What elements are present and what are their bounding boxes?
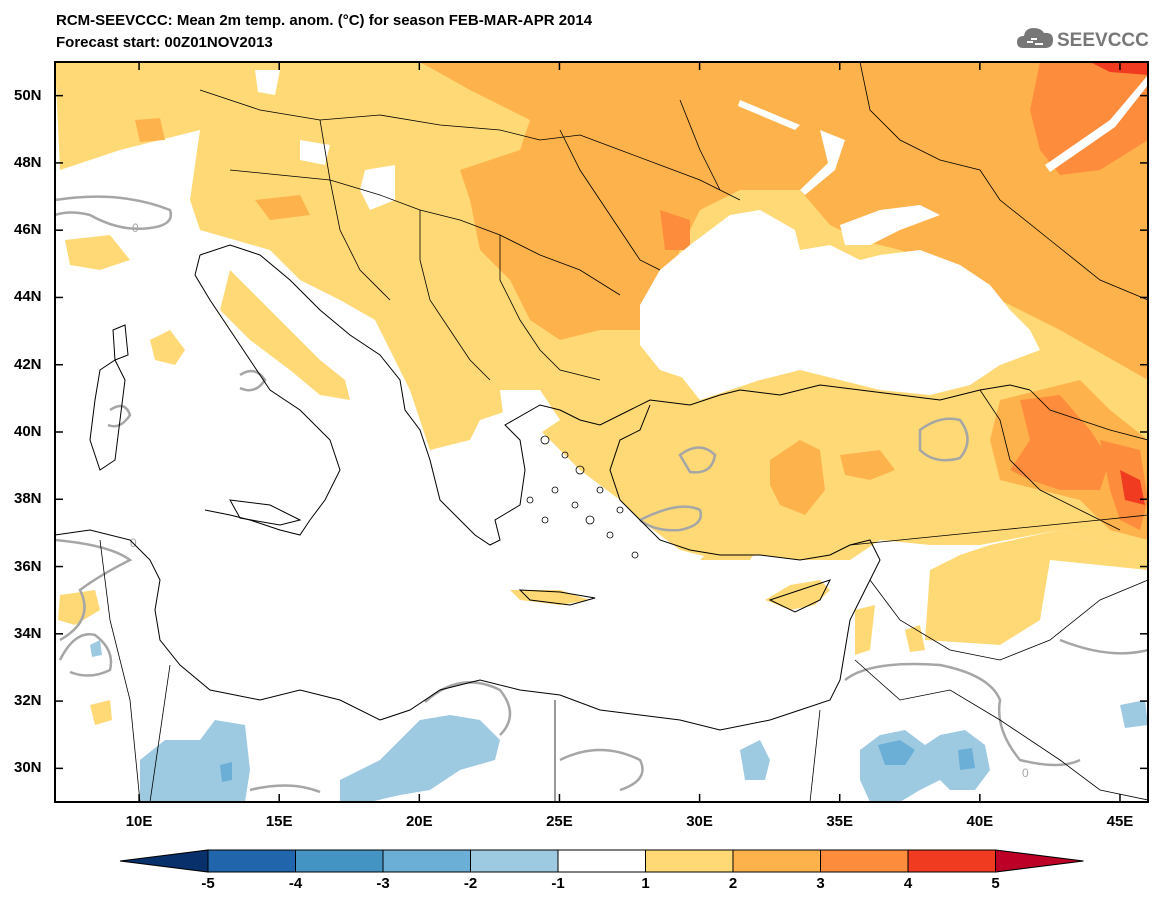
colorbar-box — [820, 849, 909, 873]
lat-label: 30N — [14, 759, 42, 777]
colorbar-box — [295, 849, 384, 873]
lat-label: 38N — [14, 490, 42, 508]
map-title: RCM-SEEVCCC: Mean 2m temp. anom. (°C) fo… — [56, 12, 593, 29]
anomaly-4-5-region-east — [1120, 470, 1145, 505]
colorbar-box — [557, 849, 646, 873]
forecast-start-label: Forecast start: 00Z01NOV2013 — [56, 34, 273, 51]
cloud-icon: SEEVCCC — [1017, 28, 1149, 51]
contour-label: 0 — [1022, 766, 1029, 780]
lon-label: 30E — [686, 813, 713, 830]
lat-label: 48N — [14, 153, 42, 171]
lon-label: 40E — [966, 813, 994, 830]
colorbar-tick-label: -5 — [201, 875, 215, 892]
lat-label: 42N — [14, 355, 42, 373]
logo-text: SEEVCCC — [1057, 30, 1149, 51]
lat-label: 32N — [14, 692, 42, 710]
zero-contours — [55, 195, 1148, 794]
lat-label: 46N — [14, 221, 42, 239]
colorbar-tick-label: 4 — [903, 875, 913, 892]
lon-label: 10E — [125, 813, 153, 830]
lat-label: 40N — [14, 423, 42, 440]
coastlines — [55, 244, 1031, 731]
colorbar-box — [470, 849, 559, 873]
seevccc-logo: SEEVCCC — [1017, 22, 1149, 54]
colorbar-box — [732, 849, 821, 873]
colorbar-tick-label: 2 — [728, 875, 738, 892]
colorbar-tick-label: -2 — [463, 875, 478, 892]
lon-label: 20E — [405, 813, 433, 830]
aegean-islands — [526, 435, 639, 559]
colorbar-tick-label: 1 — [641, 875, 650, 892]
colorbar-tick-label: -3 — [376, 875, 390, 892]
colorbar-box — [645, 849, 734, 873]
colorbar-box — [382, 849, 471, 873]
sea-of-azov — [840, 205, 940, 245]
colorbar-tick-label: 3 — [816, 875, 825, 892]
colorbar-tick-label: -4 — [288, 875, 303, 892]
lon-label: 15E — [265, 813, 293, 830]
lon-label: 35E — [826, 813, 854, 830]
lat-label: 50N — [14, 86, 42, 104]
anomaly-neg2-neg3-regions — [220, 740, 975, 782]
lat-label: 34N — [14, 624, 42, 642]
colorbar-tick-label: -1 — [551, 875, 565, 892]
anomaly-4-5-region — [1090, 62, 1148, 75]
lat-label: 36N — [14, 557, 42, 575]
colorbar-tick-label: 5 — [991, 875, 1000, 892]
lat-label: 44N — [14, 288, 42, 306]
colorbar-min-arrow — [119, 849, 209, 873]
contour-label: 0 — [132, 221, 139, 235]
country-borders — [99, 62, 1148, 802]
lon-label: 25E — [546, 813, 573, 830]
neutral-streaks — [738, 75, 1148, 195]
colorbar-box — [907, 849, 996, 873]
black-sea — [640, 210, 1040, 395]
colorbar-box — [207, 849, 296, 873]
lon-label: 45E — [1106, 813, 1134, 830]
colorbar-max-arrow — [995, 849, 1084, 873]
